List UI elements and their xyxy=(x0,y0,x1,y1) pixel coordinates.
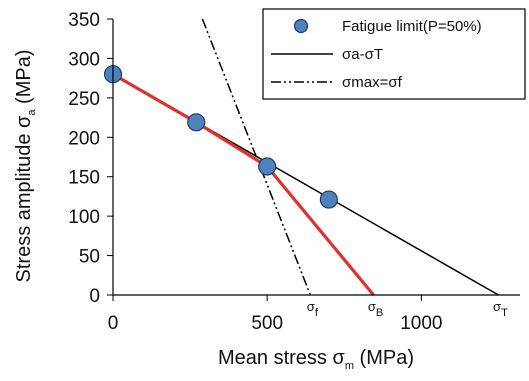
legend-marker-points xyxy=(293,18,309,34)
legend: Fatigue limit(P=50%) σa-σT σmax=σf xyxy=(262,8,526,100)
y-tick-label: 250 xyxy=(68,89,100,110)
data-point-fatigue-limit xyxy=(319,190,338,209)
annotation-label-T: σT xyxy=(493,299,508,319)
y-tick-label: 50 xyxy=(79,247,100,268)
y-tick-label: 350 xyxy=(68,10,100,31)
y-tick-label: 100 xyxy=(68,207,100,228)
annotation-label-f: σf xyxy=(307,299,319,319)
legend-label: Fatigue limit(P=50%) xyxy=(342,18,482,35)
legend-label: σa-σT xyxy=(342,46,383,63)
x-axis-title: Mean stress σm (MPa) xyxy=(218,347,414,372)
axes: 0 50 100 150 200 250 300 350 0 500 1000 Mean stress… xyxy=(13,10,520,372)
annotation-label-B: σB xyxy=(368,299,383,319)
y-tick-label: 300 xyxy=(68,49,100,70)
series-line-red xyxy=(112,72,375,297)
series-line-sigma-max xyxy=(201,18,312,296)
x-tick-label: 500 xyxy=(251,313,283,334)
data-point-fatigue-limit xyxy=(258,157,277,176)
x-tick-label: 0 xyxy=(108,313,119,334)
x-tick-label: 1000 xyxy=(400,313,442,334)
y-tick-label: 200 xyxy=(68,128,100,149)
legend-label: σmax=σf xyxy=(342,74,403,91)
y-tick-label: 0 xyxy=(89,286,100,307)
y-tick-label: 150 xyxy=(68,168,100,189)
y-axis-title: Stress amplitude σa (MPa) xyxy=(13,50,38,283)
data-point-fatigue-limit xyxy=(187,113,206,132)
